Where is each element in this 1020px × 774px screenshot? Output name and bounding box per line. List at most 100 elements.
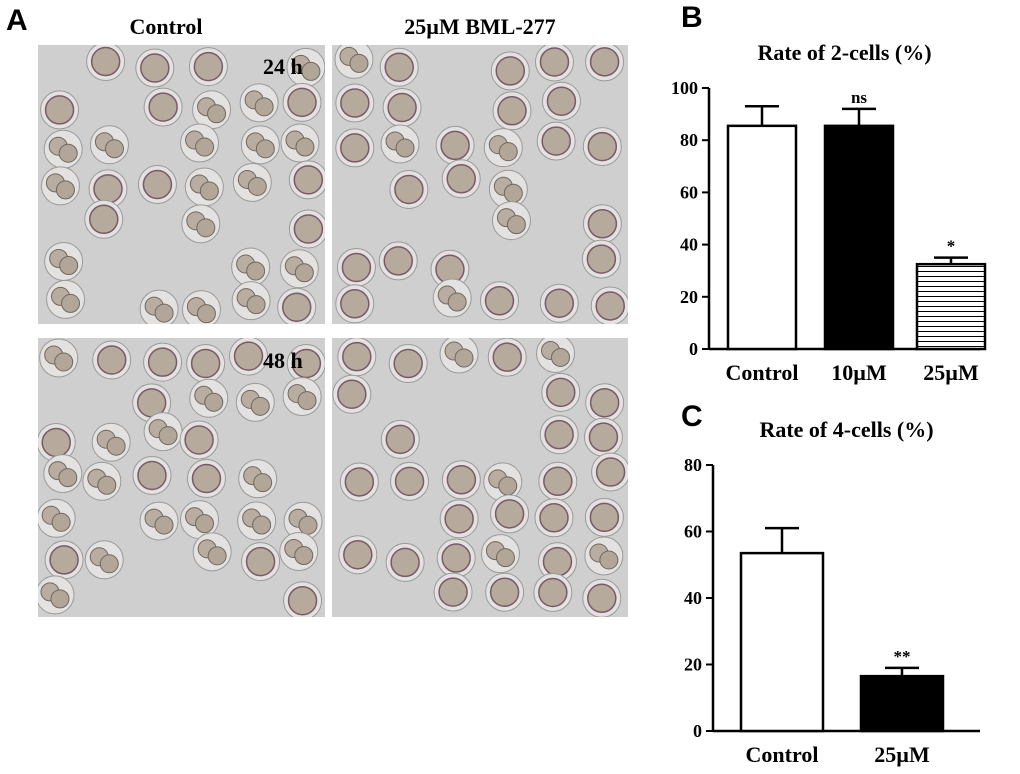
- chart-b-y-tick-label: 100: [671, 78, 698, 98]
- embryo: [44, 241, 84, 281]
- micrograph-bml277-24h: [332, 45, 628, 324]
- chart-b-category-label: 10µM: [831, 360, 887, 385]
- embryo: [581, 239, 621, 279]
- embryo: [334, 45, 374, 79]
- embryo: [192, 90, 232, 130]
- embryo: [39, 338, 79, 378]
- chart-c-bar-1: [859, 674, 945, 733]
- embryo: [335, 128, 375, 168]
- embryo: [139, 289, 179, 324]
- embryo-field: [38, 338, 325, 617]
- embryo: [385, 542, 425, 582]
- embryo: [89, 125, 129, 165]
- embryo: [137, 165, 177, 205]
- embryo-field: [334, 45, 628, 324]
- embryo: [585, 45, 625, 82]
- embryo: [46, 279, 86, 319]
- chart-c-y-tick-label: 20: [684, 655, 702, 675]
- embryo: [279, 532, 319, 572]
- embryo: [86, 45, 126, 82]
- embryo: [439, 499, 479, 539]
- chart-c-y-tick-label: 80: [684, 455, 702, 475]
- embryo: [483, 462, 523, 502]
- embryo: [235, 382, 275, 422]
- chart-b-y-tick-label: 40: [680, 235, 698, 255]
- embryo: [339, 462, 379, 502]
- micrograph-control-24h: [38, 45, 325, 324]
- chart-c-bar-0: [739, 551, 825, 733]
- embryo: [584, 536, 624, 576]
- embryo: [441, 159, 481, 199]
- embryo: [286, 47, 325, 87]
- embryo: [436, 538, 476, 578]
- embryo-field: [40, 45, 325, 324]
- chart-b-significance-label: ns: [851, 88, 867, 107]
- chart-b-y-tick-label: 20: [680, 287, 698, 307]
- embryo: [143, 87, 183, 127]
- micrograph-bml277-48h: [332, 338, 628, 617]
- embryo: [534, 45, 574, 82]
- embryo: [485, 572, 525, 612]
- embryo: [483, 128, 523, 168]
- embryo: [337, 338, 377, 377]
- embryo: [38, 575, 75, 615]
- chart-b-category-label: 25µM: [923, 360, 979, 385]
- embryo: [336, 247, 376, 287]
- chart-b-significance-label: *: [947, 237, 956, 256]
- embryo: [40, 90, 80, 130]
- embryo: [283, 581, 323, 617]
- embryo: [590, 286, 628, 324]
- embryo: [584, 497, 624, 537]
- embryo: [582, 578, 622, 617]
- embryo: [277, 287, 317, 324]
- embryo: [43, 129, 83, 169]
- chart-b-bar-2: [915, 262, 987, 351]
- micrograph-control-48h: [38, 338, 325, 617]
- embryo: [583, 417, 623, 457]
- embryo: [492, 91, 532, 131]
- embryo: [231, 281, 271, 321]
- embryo: [378, 241, 418, 281]
- time-label-48h: 48 h: [263, 348, 303, 373]
- embryo: [239, 83, 279, 123]
- embryo: [135, 48, 175, 88]
- chart-b-title: Rate of 2-cells (%): [757, 40, 931, 65]
- embryo: [237, 501, 277, 541]
- embryo: [433, 572, 473, 612]
- embryo: [388, 344, 428, 384]
- embryo: [338, 535, 378, 575]
- embryo: [181, 204, 221, 244]
- embryo: [180, 500, 220, 540]
- embryo: [335, 83, 375, 123]
- embryo: [282, 82, 322, 122]
- panel-a-letter: A: [6, 4, 28, 37]
- embryo: [541, 372, 581, 412]
- embryo: [534, 498, 574, 538]
- chart-b-y-tick-label: 60: [680, 182, 698, 202]
- embryo: [188, 47, 228, 87]
- embryo: [44, 540, 84, 580]
- chart-b-category-label: Control: [726, 360, 799, 385]
- chart-b-y-tick-label: 0: [689, 339, 698, 359]
- chart-c-y-tick-label: 40: [684, 588, 702, 608]
- embryo: [582, 127, 622, 167]
- embryo: [439, 338, 479, 374]
- embryo: [229, 338, 269, 376]
- embryo: [186, 343, 226, 383]
- panel-c-letter: C: [681, 400, 703, 433]
- chart-c-y-tick-label: 0: [693, 721, 702, 741]
- embryo: [280, 123, 320, 163]
- embryo: [283, 501, 323, 541]
- chart-b-bar-0: [726, 124, 798, 351]
- embryo: [40, 166, 80, 206]
- embryo: [192, 532, 232, 572]
- embryo: [241, 542, 281, 582]
- embryo: [84, 199, 124, 239]
- embryo: [332, 374, 372, 414]
- chart-b: Rate of 2-cells (%) 0 20 40 60 80 100 Control ns…: [671, 40, 987, 385]
- embryo: [541, 81, 581, 121]
- embryo: [533, 572, 573, 612]
- embryo: [380, 124, 420, 164]
- embryo: [181, 290, 221, 324]
- embryo: [143, 342, 183, 382]
